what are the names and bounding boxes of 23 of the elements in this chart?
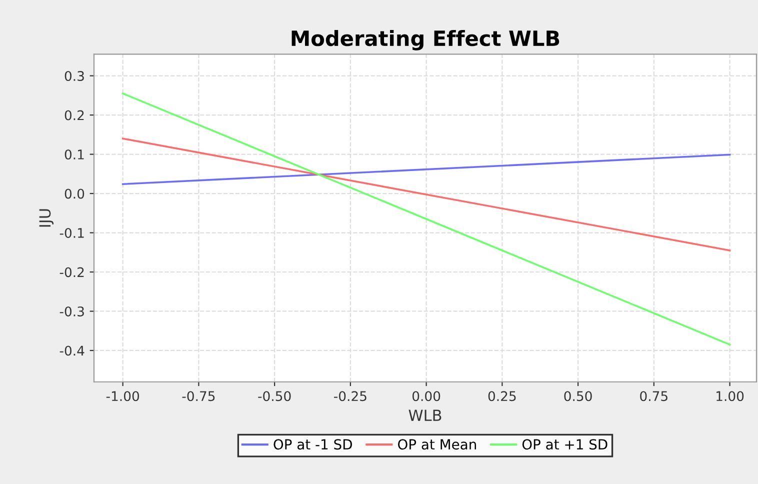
x-tick-label: -0.50 [258, 391, 291, 402]
y-tick-label: -0.4 [60, 346, 84, 356]
y-axis-title: IJU [39, 209, 54, 227]
y-tick-label: 0.1 [64, 149, 84, 160]
x-tick-label: -0.25 [334, 391, 366, 402]
x-tick-label: 0.00 [412, 391, 440, 402]
x-tick-label: 1.00 [716, 391, 744, 402]
x-tick-label: -1.00 [106, 391, 140, 402]
y-tick-label: -0.3 [60, 306, 84, 316]
x-tick-label: 0.75 [640, 391, 668, 402]
x-tick-label: 0.50 [564, 391, 592, 402]
legend-label: OP at +1 SD [522, 439, 608, 450]
x-axis-title: WLB [408, 410, 442, 421]
y-tick-label: 0.0 [64, 188, 84, 199]
legend-label: OP at -1 SD [274, 439, 352, 450]
chart-title: Moderating Effect WLB [292, 30, 560, 50]
y-tick-label: -0.1 [60, 228, 84, 238]
legend-label: OP at Mean [398, 439, 476, 450]
y-tick-label: 0.2 [64, 110, 84, 120]
y-tick-label: -0.2 [60, 267, 84, 278]
y-tick-label: 0.3 [64, 71, 84, 81]
x-tick-label: -0.75 [182, 391, 215, 402]
x-tick-label: 0.25 [488, 391, 516, 402]
